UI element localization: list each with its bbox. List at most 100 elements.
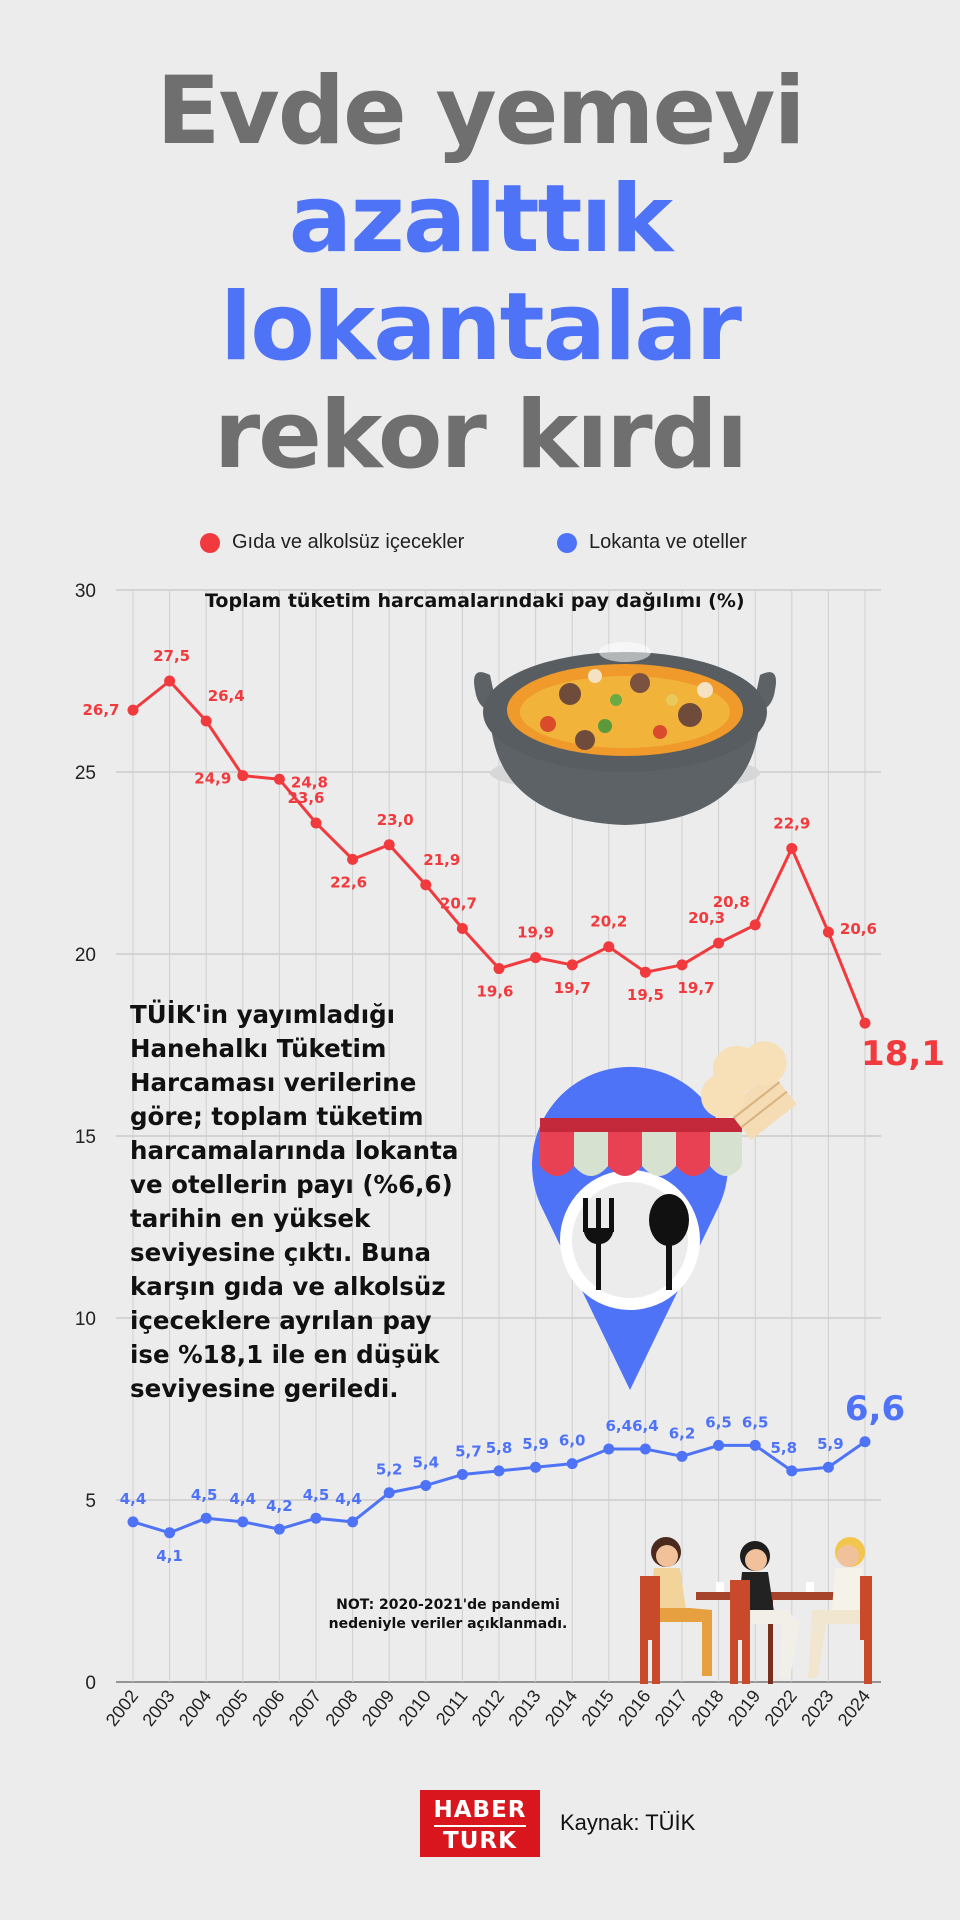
data-label: 20,7 [440,895,477,913]
data-label: 5,2 [376,1461,403,1479]
y-axis-tick-labels: 0 5 10 15 20 25 30 [75,581,96,1694]
pandemic-note: NOT: 2020-2021'de pandemi nedeniyle veri… [328,1597,568,1632]
x-tick-label: 2013 [504,1686,544,1730]
data-point [713,937,725,949]
data-label-emphasized: 18,1 [861,1034,945,1074]
data-point [822,1461,834,1473]
x-tick-label: 2022 [761,1686,801,1730]
data-label: 5,8 [486,1439,513,1457]
x-tick-label: 2009 [358,1686,398,1730]
chart-legend: Gıda ve alkolsüz içecekler Lokanta ve ot… [0,531,960,567]
data-point [859,1017,871,1029]
data-point [456,923,468,935]
data-label: 5,8 [771,1439,798,1457]
x-tick-label: 2012 [468,1686,508,1730]
x-tick-label: 2007 [285,1686,325,1730]
x-tick-label: 2010 [395,1686,435,1730]
data-point [749,1439,761,1451]
x-tick-label: 2023 [797,1686,837,1730]
data-point [493,963,505,975]
data-label: 22,6 [330,873,367,891]
data-point [164,675,176,687]
restaurant-location-icon [532,1041,797,1390]
data-point [530,952,542,964]
data-label: 4,5 [303,1486,330,1504]
data-label: 20,8 [713,893,750,911]
data-label: 24,8 [291,773,328,791]
legend-marker-restaurants [557,532,577,553]
x-tick-label: 2008 [321,1686,361,1730]
data-label-emphasized: 6,6 [845,1389,905,1429]
x-tick-label: 2002 [102,1686,142,1730]
data-label: 19,9 [517,924,554,942]
data-label: 5,9 [817,1435,844,1453]
y-tick-label: 25 [75,763,96,784]
data-label: 4,1 [156,1547,183,1565]
data-label: 20,3 [688,909,725,927]
x-tick-label: 2017 [651,1686,691,1730]
x-tick-label: 2011 [432,1686,472,1729]
headline-line-3: lokantalar [219,273,742,382]
data-label: 26,4 [208,687,245,705]
data-point [127,1516,139,1528]
data-point [566,959,578,971]
data-label: 23,0 [377,811,414,829]
series-restaurants: 4,44,14,5 4,4 4,24,5 4,45,2 5,45,7 5,8 5,9 6,06… [120,1389,905,1565]
data-point [639,966,651,978]
data-point [310,1512,322,1524]
data-point [237,770,249,782]
data-label: 19,5 [627,986,664,1004]
data-label: 5,4 [413,1453,440,1471]
x-tick-label: 2015 [578,1686,618,1730]
data-label: 27,5 [153,647,190,665]
cooking-pot-icon [474,642,776,825]
data-label: 23,6 [287,789,324,807]
data-point [383,839,395,851]
source-text: Kaynak: TÜİK [560,1810,696,1835]
data-point [164,1527,176,1539]
headline-line-2: azalttık [288,165,673,274]
data-point [456,1469,468,1481]
data-label: 6,4 [606,1417,633,1435]
data-point [603,941,615,953]
data-point [603,1443,615,1455]
cafe-people-icon [640,1537,872,1684]
logo-line-2: TURK [443,1828,517,1854]
chart-title: Toplam tüketim harcamalarındaki pay dağı… [205,590,745,612]
x-axis-tick-labels: 2002200320042005200620072008200920102011… [102,1686,874,1730]
data-point [566,1458,578,1470]
series-food: 26,7 27,5 26,4 24,9 24,823,6 22,6 23,0 21,9 20,7… [82,647,944,1074]
legend-item-food: Gıda ve alkolsüz içecekler [200,531,464,554]
x-tick-label: 2014 [541,1686,581,1730]
x-tick-label: 2016 [614,1686,654,1730]
y-tick-label: 0 [85,1673,96,1694]
data-point [676,1450,688,1462]
data-label: 19,6 [476,983,513,1001]
data-point [493,1465,505,1477]
data-label: 19,7 [554,979,591,997]
data-point [273,1523,285,1535]
data-label: 6,0 [559,1432,586,1450]
data-point [237,1516,249,1528]
legend-marker-food [200,532,220,553]
data-label: 26,7 [82,701,119,719]
data-point [676,959,688,971]
data-point [639,1443,651,1455]
logo-line-1: HABER [433,1797,527,1823]
headline-line-1: Evde yemeyi [156,57,805,166]
data-point [383,1487,395,1499]
data-label: 6,4 [632,1417,659,1435]
data-point [822,926,834,938]
data-label: 4,4 [120,1490,147,1508]
legend-label-food: Gıda ve alkolsüz içecekler [232,531,465,553]
data-label: 4,2 [266,1497,293,1515]
data-label: 5,9 [522,1435,549,1453]
data-label: 6,2 [669,1424,696,1442]
x-tick-label: 2003 [138,1686,178,1730]
data-point [786,842,798,854]
legend-item-restaurants: Lokanta ve oteller [557,531,747,554]
x-tick-label: 2006 [248,1686,288,1730]
x-tick-label: 2005 [212,1686,252,1730]
data-label: 21,9 [423,851,460,869]
